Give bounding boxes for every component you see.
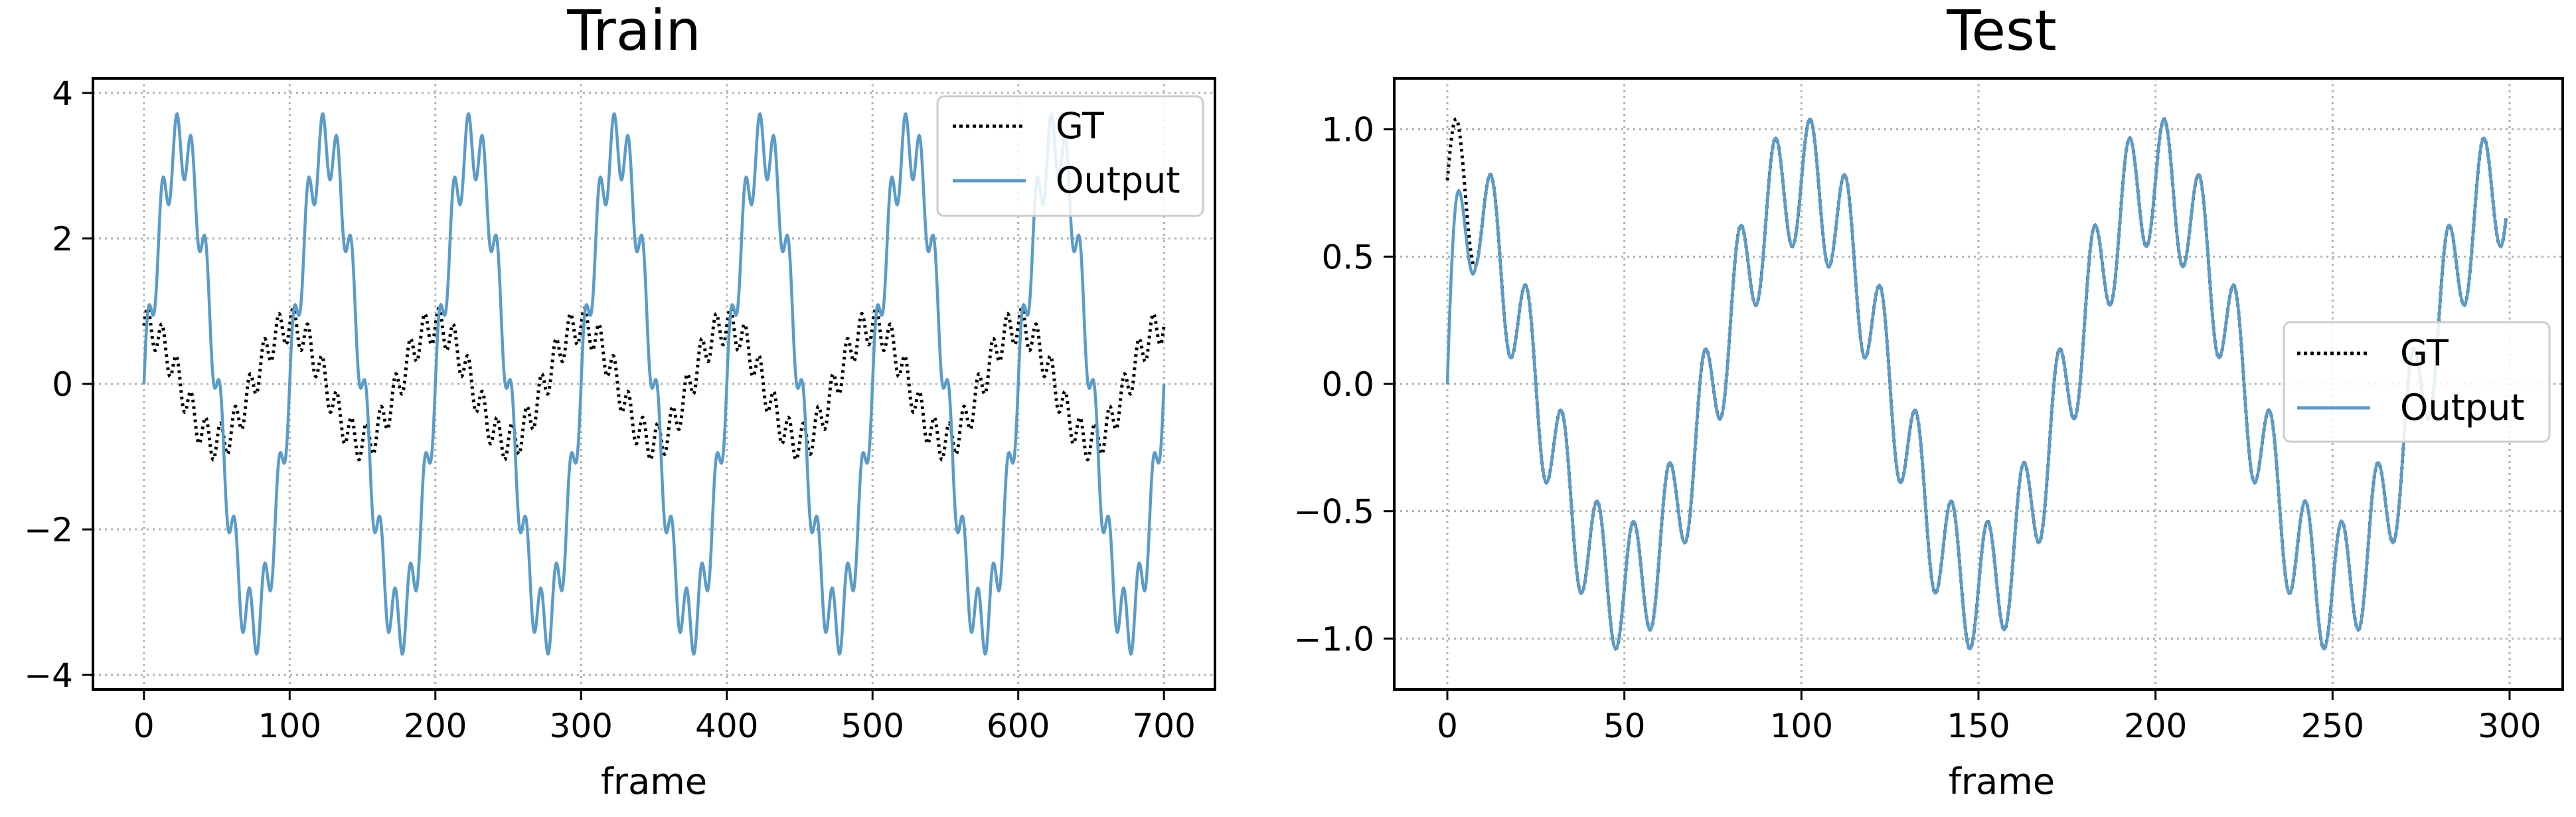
x-tick-label: 50 [1603,707,1646,745]
series-line-output [142,112,1166,656]
x-tick-label: 300 [2478,707,2541,745]
series-line-gt [142,306,1166,462]
chart-title: Train [566,0,701,63]
x-tick-label: 100 [258,707,321,745]
legend-label-gt: GT [2400,332,2449,374]
legend: GT Output [936,95,1204,217]
x-tick-label: 200 [2124,707,2187,745]
series-layer [1445,117,2508,651]
chart-title: Test [1946,0,2056,63]
y-tick-label: 4 [52,74,73,113]
y-tick-label: −1.0 [1294,620,1374,658]
legend-frame [936,95,1204,217]
legend-label-output: Output [2400,387,2525,428]
x-tick-label: 250 [2301,707,2364,745]
ticks: 0 100 200 300 400 500 600 700 −4 −2 0 2 4 [24,74,1196,745]
x-tick-label: 150 [1947,707,2010,745]
legend-label-gt: GT [1056,105,1105,147]
series-layer [142,112,1166,656]
y-tick-label: −0.5 [1294,493,1374,531]
series-line-output [1445,117,2508,651]
x-tick-label: 100 [1770,707,1833,745]
y-tick-label: −4 [24,656,73,695]
x-tick-label: 700 [1132,707,1195,745]
x-tick-label: 0 [1437,707,1458,745]
y-tick-label: 0.5 [1321,238,1374,276]
x-tick-label: 600 [987,707,1050,745]
y-tick-label: 0 [52,365,73,404]
x-axis-label: frame [1949,761,2055,802]
ticks: 0 50 100 150 200 250 300 −1.0 −0.5 0.0 0.5 1.0 [1294,111,2541,745]
chart-train: Train 0 100 200 300 400 500 600 700 −4 −2 0 2 4 fram… [24,0,1216,802]
chart-test: Test 0 50 100 150 200 250 300 −1.0 −0.5 0.0 0.5 1.0… [1294,0,2564,802]
x-tick-label: 400 [695,707,758,745]
y-tick-label: 0.0 [1321,365,1374,404]
x-tick-label: 500 [841,707,904,745]
legend-label-output: Output [1056,159,1180,201]
x-tick-label: 0 [133,707,155,745]
y-tick-label: 2 [52,220,73,258]
legend: GT Output [2283,321,2551,443]
y-tick-label: 1.0 [1321,111,1374,149]
x-tick-label: 300 [550,707,613,745]
x-axis-label: frame [601,761,707,802]
x-tick-label: 200 [404,707,467,745]
y-tick-label: −2 [24,511,73,549]
